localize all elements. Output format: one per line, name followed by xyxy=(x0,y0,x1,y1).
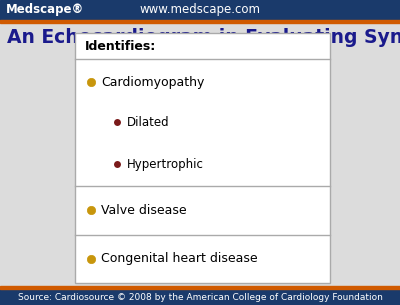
Text: Cardiomyopathy: Cardiomyopathy xyxy=(101,76,204,89)
Text: Valve disease: Valve disease xyxy=(101,204,187,217)
Text: www.medscape.com: www.medscape.com xyxy=(140,3,260,16)
Bar xyxy=(75,33,330,283)
Text: Dilated: Dilated xyxy=(127,116,170,129)
Text: Congenital heart disease: Congenital heart disease xyxy=(101,253,258,265)
Text: Medscape®: Medscape® xyxy=(6,3,84,16)
Bar xyxy=(0,20,400,23)
Text: Identifies:: Identifies: xyxy=(85,40,156,52)
Text: Source: Cardiosource © 2008 by the American College of Cardiology Foundation: Source: Cardiosource © 2008 by the Ameri… xyxy=(18,292,382,302)
Bar xyxy=(0,286,400,289)
Text: An Echocardiogram in Evaluating Syncope: An Echocardiogram in Evaluating Syncope xyxy=(7,28,400,47)
Text: Hypertrophic: Hypertrophic xyxy=(127,158,204,171)
Bar xyxy=(0,0,400,20)
Bar xyxy=(0,289,400,305)
